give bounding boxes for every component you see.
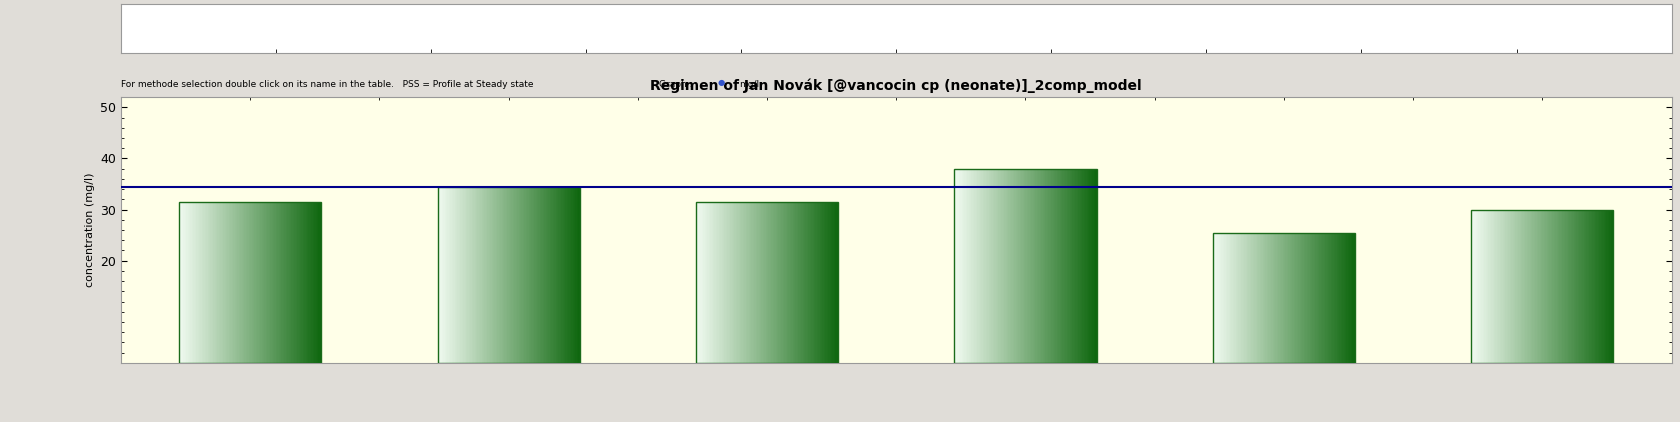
Bar [1472,210,1613,363]
Bar [954,169,1097,363]
Text: For methode selection double click on its name in the table.   PSS = Profile at : For methode selection double click on it… [121,80,534,89]
Bar [696,202,838,363]
Title: Regimen of Jan Novák [@vancocin cp (neonate)]_2comp_model: Regimen of Jan Novák [@vancocin cp (neon… [650,78,1142,93]
Text: ●: ● [717,78,724,87]
Text: mg/l: mg/l [739,80,759,89]
Bar [437,187,580,363]
Y-axis label: concentration (mg/l): concentration (mg/l) [84,173,94,287]
Text: Graph :: Graph : [659,80,692,89]
Bar [1213,233,1356,363]
Bar [180,202,321,363]
